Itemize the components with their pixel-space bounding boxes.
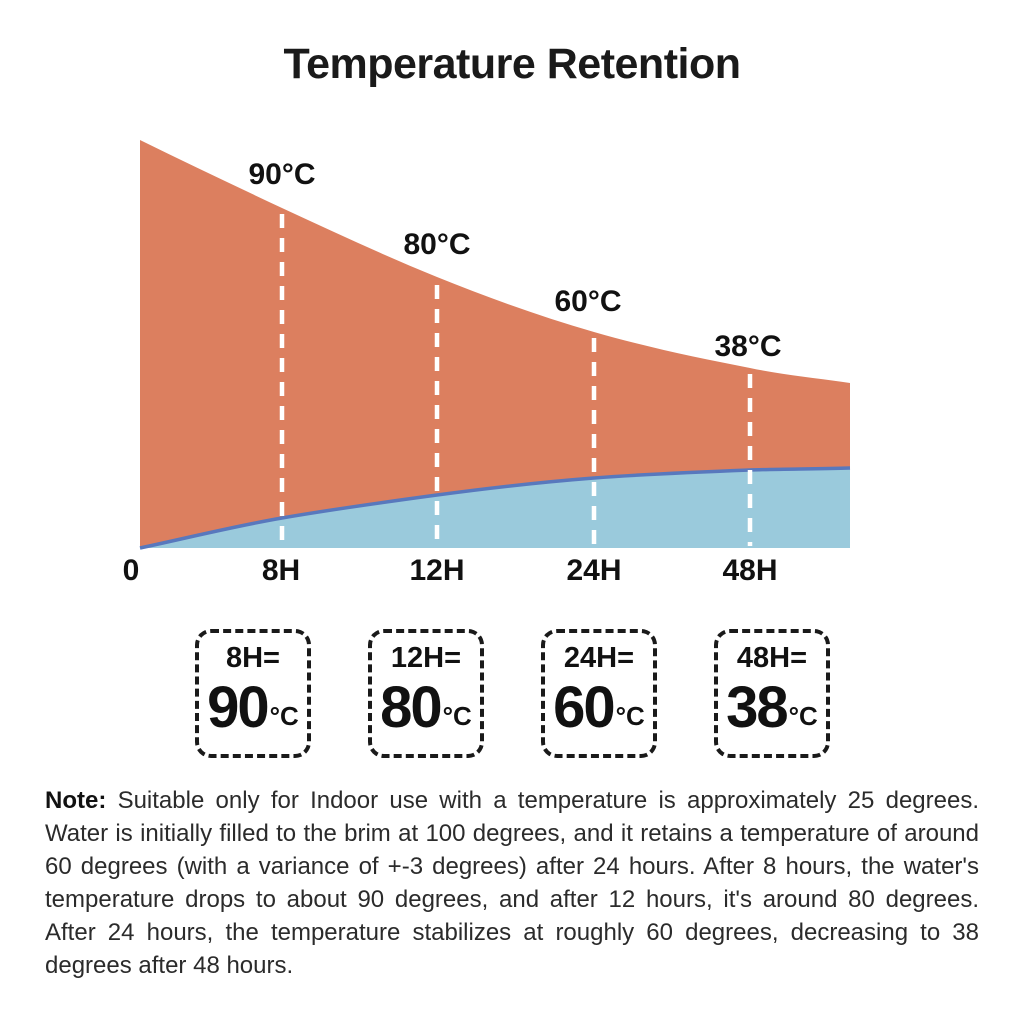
cooled-water-area (140, 468, 850, 548)
curve-label-12h: 80°C (403, 228, 471, 261)
summary-box-temp-unit: °C (615, 700, 645, 731)
summary-box-temp: 60°C (545, 678, 653, 737)
curve-label-8h: 90°C (248, 158, 316, 191)
chart-canvas (139, 140, 851, 550)
summary-box-temp-value: 38 (726, 674, 788, 740)
curve-label-24h: 60°C (554, 285, 622, 318)
summary-box-time: 48H= (736, 642, 808, 674)
summary-boxes-row: 8H= 90°C 12H= 80°C 24H= 60°C 48H= 38°C (195, 629, 830, 758)
summary-box-24h: 24H= 60°C (541, 629, 657, 758)
x-tick-24h: 24H (566, 554, 622, 587)
summary-box-temp: 80°C (372, 678, 480, 737)
summary-box-48h: 48H= 38°C (714, 629, 830, 758)
page-title: Temperature Retention (283, 40, 742, 88)
temperature-chart: 90°C 80°C 60°C 38°C 0 8H 12H 24H 48H (122, 140, 851, 587)
hot-water-area (140, 140, 850, 548)
x-tick-48h: 48H (722, 554, 778, 587)
summary-box-time: 12H= (390, 642, 462, 674)
summary-box-temp-value: 90 (207, 674, 269, 740)
x-tick-12h: 12H (409, 554, 465, 587)
summary-box-temp-unit: °C (788, 700, 818, 731)
summary-box-temp-value: 80 (380, 674, 442, 740)
note-label: Note: (45, 787, 107, 814)
curve-label-48h: 38°C (714, 330, 782, 363)
note-paragraph: Note: Suitable only for Indoor use with … (45, 784, 979, 982)
summary-box-temp-unit: °C (269, 700, 299, 731)
cooled-water-edge-line (139, 466, 851, 550)
note-body: Suitable only for Indoor use with a temp… (45, 787, 979, 979)
summary-box-time: 24H= (563, 642, 635, 674)
summary-box-8h: 8H= 90°C (195, 629, 311, 758)
summary-box-12h: 12H= 80°C (368, 629, 484, 758)
x-tick-8h: 8H (261, 554, 301, 587)
summary-box-temp-value: 60 (553, 674, 615, 740)
x-tick-0: 0 (122, 554, 140, 587)
summary-box-temp: 90°C (199, 678, 307, 737)
summary-box-temp: 38°C (718, 678, 826, 737)
summary-box-temp-unit: °C (442, 700, 472, 731)
summary-box-time: 8H= (225, 642, 280, 674)
